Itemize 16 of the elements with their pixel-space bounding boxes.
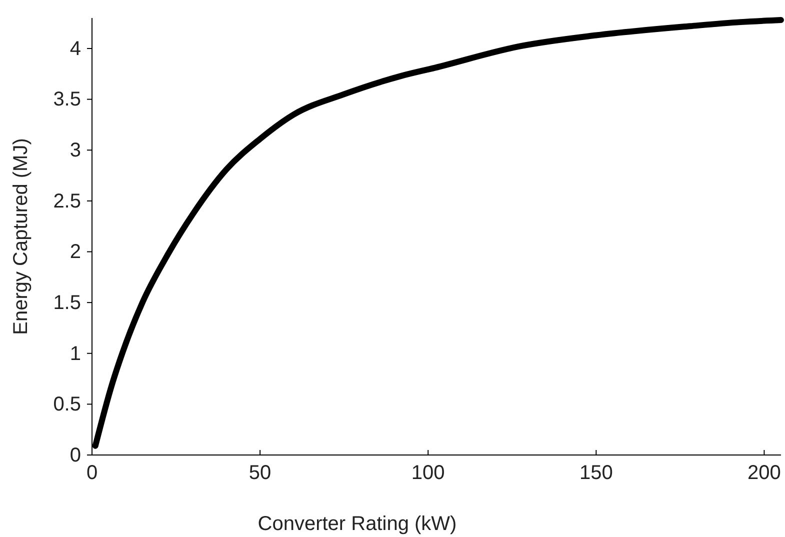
y-tick-label: 2.5 [53, 190, 81, 212]
x-axis-title: Converter Rating (kW) [258, 513, 457, 535]
y-tick-label: 3.5 [53, 88, 81, 111]
x-tick-label: 0 [86, 462, 98, 484]
x-tick-label: 150 [579, 462, 613, 484]
y-tick-label: 4 [70, 38, 81, 60]
x-tick-label: 50 [248, 462, 272, 484]
x-tick-label: 100 [411, 462, 445, 484]
y-tick-label: 3 [70, 140, 81, 162]
y-axis-title: Energy Captured (MJ) [10, 138, 32, 335]
y-tick-label: 1 [70, 342, 81, 365]
y-tick-label: 2 [70, 241, 81, 264]
y-tick-label: 0.5 [53, 394, 81, 416]
y-tick-label: 1.5 [53, 292, 81, 314]
y-tick-label: 0 [70, 444, 81, 466]
x-tick-label: 200 [748, 462, 781, 484]
